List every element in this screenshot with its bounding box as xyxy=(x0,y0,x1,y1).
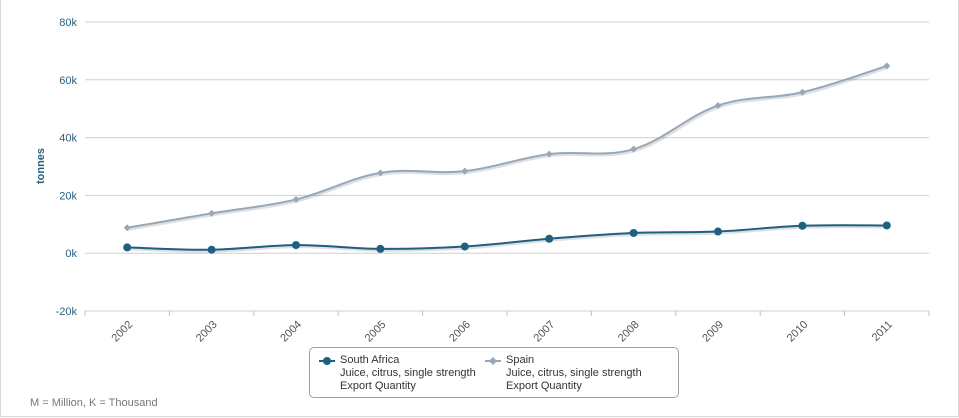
grid-lines xyxy=(84,21,930,316)
series-spain xyxy=(123,62,891,232)
y-tick-label: 40k xyxy=(59,133,77,145)
x-tick-label: 2004 xyxy=(278,319,304,345)
legend-marker-circle-icon xyxy=(319,357,335,365)
y-tick-label: 0k xyxy=(65,248,77,260)
x-tick-label: 2011 xyxy=(870,319,895,344)
data-point xyxy=(207,245,216,254)
x-tick-label: 2008 xyxy=(616,319,642,345)
x-tick-label: 2002 xyxy=(110,319,136,345)
data-point xyxy=(545,150,553,158)
legend-series-name: Spain xyxy=(506,354,535,366)
data-point xyxy=(461,167,469,175)
data-point xyxy=(798,88,806,96)
y-tick-label: 20k xyxy=(59,190,77,202)
data-point xyxy=(883,62,891,70)
x-tick-labels: 2002 2003 2004 2005 2006 2007 2008 2009 2010 2011 xyxy=(110,319,895,345)
data-point xyxy=(798,221,807,230)
legend-series-line: Juice, citrus, single strength xyxy=(340,367,476,379)
legend-series-line: Juice, citrus, single strength xyxy=(506,367,642,379)
series-line xyxy=(127,64,888,229)
data-point xyxy=(123,224,131,232)
footnote: M = Million, K = Thousand xyxy=(30,397,158,409)
legend-series-line: Export Quantity xyxy=(506,380,582,392)
x-tick-label: 2010 xyxy=(785,319,811,345)
y-axis-label: tonnes xyxy=(35,148,47,184)
data-point xyxy=(208,209,216,217)
series-south-africa xyxy=(123,221,891,254)
data-point xyxy=(292,241,300,250)
data-point xyxy=(460,242,469,251)
data-point xyxy=(630,145,638,153)
series-line-shadow xyxy=(128,224,888,253)
data-point xyxy=(376,169,384,177)
legend-series-line: Export Quantity xyxy=(340,380,416,392)
y-tick-label: 80k xyxy=(59,17,77,29)
series-line xyxy=(127,224,887,251)
data-point xyxy=(714,102,722,110)
legend: South Africa Juice, citrus, single stren… xyxy=(309,347,679,398)
x-tick-label: 2006 xyxy=(447,319,473,345)
data-point xyxy=(545,234,554,243)
x-tick-label: 2003 xyxy=(194,319,220,345)
y-tick-label: -20k xyxy=(56,306,78,318)
y-tick-labels: -20k 0k 20k 40k 60k 80k xyxy=(56,17,78,318)
x-tick-label: 2005 xyxy=(363,319,389,345)
data-point xyxy=(123,243,132,252)
series-group xyxy=(123,62,891,254)
x-tick-label: 2009 xyxy=(700,319,726,345)
data-point xyxy=(629,228,638,237)
legend-series-name: South Africa xyxy=(340,354,400,366)
y-tick-label: 60k xyxy=(59,75,77,87)
data-point xyxy=(292,195,300,203)
legend-marker-diamond-icon xyxy=(485,357,501,365)
data-point xyxy=(714,227,722,236)
data-point xyxy=(376,244,385,253)
data-point xyxy=(882,221,891,230)
x-tick-label: 2007 xyxy=(532,319,558,345)
series-line-shadow xyxy=(127,65,889,231)
